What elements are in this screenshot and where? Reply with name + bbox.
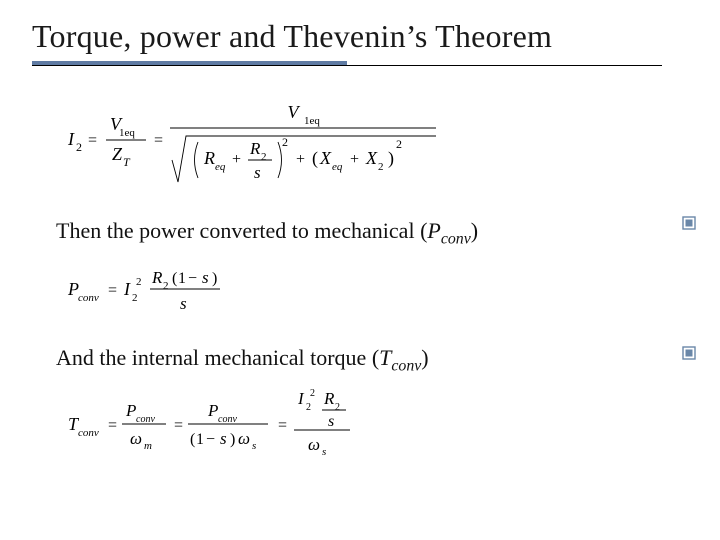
svg-text:T: T bbox=[123, 155, 131, 169]
svg-text:X: X bbox=[365, 148, 378, 168]
svg-text:2: 2 bbox=[282, 135, 288, 149]
svg-text:V: V bbox=[288, 102, 301, 122]
marker-icon bbox=[682, 346, 696, 360]
svg-text:1eq: 1eq bbox=[304, 115, 320, 127]
svg-text:s: s bbox=[180, 294, 187, 313]
svg-text:(: ( bbox=[172, 270, 177, 287]
svg-text:): ) bbox=[388, 148, 394, 169]
svg-text:conv: conv bbox=[218, 414, 237, 425]
svg-text:1: 1 bbox=[196, 431, 204, 448]
svg-text:s: s bbox=[322, 446, 326, 458]
svg-text:I: I bbox=[123, 279, 131, 299]
svg-text:=: = bbox=[278, 417, 287, 434]
svg-text:s: s bbox=[252, 440, 256, 452]
svg-text:conv: conv bbox=[78, 292, 99, 304]
svg-text:s: s bbox=[220, 429, 227, 448]
svg-text:2: 2 bbox=[136, 276, 142, 288]
svg-text:2: 2 bbox=[76, 140, 82, 154]
svg-text:2: 2 bbox=[261, 151, 267, 163]
svg-text:): ) bbox=[230, 431, 235, 448]
page-title: Torque, power and Thevenin’s Theorem bbox=[32, 18, 688, 55]
svg-text:+: + bbox=[232, 151, 241, 168]
svg-text:=: = bbox=[108, 282, 117, 299]
svg-text:eq: eq bbox=[332, 161, 343, 173]
svg-text:eq: eq bbox=[215, 161, 226, 173]
svg-text:conv: conv bbox=[78, 427, 99, 439]
svg-text:(: ( bbox=[312, 148, 318, 169]
svg-text:X: X bbox=[319, 148, 332, 168]
svg-text:P: P bbox=[125, 401, 136, 420]
svg-text:I: I bbox=[297, 389, 305, 408]
svg-text:R: R bbox=[249, 139, 261, 158]
svg-text:2: 2 bbox=[163, 280, 169, 292]
svg-text:2: 2 bbox=[132, 292, 138, 304]
svg-text:s: s bbox=[254, 163, 261, 182]
svg-text:): ) bbox=[212, 270, 217, 287]
svg-text:m: m bbox=[144, 440, 152, 452]
svg-text:R: R bbox=[323, 389, 335, 408]
svg-text:Z: Z bbox=[112, 144, 123, 164]
svg-text:P: P bbox=[207, 401, 218, 420]
equation-tconv: T conv = P conv ω m = P conv ( 1 − s ) ω bbox=[56, 376, 688, 477]
svg-text:=: = bbox=[174, 417, 183, 434]
svg-text:2: 2 bbox=[396, 137, 402, 151]
para-tconv: And the internal mechanical torque (Tcon… bbox=[56, 344, 688, 376]
svg-text:(: ( bbox=[190, 431, 195, 448]
svg-text:+: + bbox=[350, 151, 359, 168]
svg-text:s: s bbox=[328, 413, 334, 430]
svg-text:1: 1 bbox=[178, 270, 186, 287]
svg-text:=: = bbox=[154, 132, 163, 149]
svg-text:R: R bbox=[203, 148, 215, 168]
svg-text:=: = bbox=[88, 132, 97, 149]
svg-text:1eq: 1eq bbox=[119, 127, 135, 139]
svg-text:ω: ω bbox=[130, 429, 142, 448]
svg-text:ω: ω bbox=[308, 435, 320, 454]
equation-i2: I 2 = V 1eq Z T = V 1eq R bbox=[56, 80, 688, 203]
para-pconv: Then the power converted to mechanical (… bbox=[56, 217, 688, 249]
svg-text:2: 2 bbox=[306, 402, 311, 413]
svg-text:−: − bbox=[206, 431, 215, 448]
svg-text:s: s bbox=[202, 268, 209, 287]
svg-text:−: − bbox=[188, 270, 197, 287]
svg-text:2: 2 bbox=[310, 388, 315, 399]
svg-text:I: I bbox=[67, 129, 75, 149]
svg-text:R: R bbox=[151, 268, 163, 287]
svg-text:2: 2 bbox=[378, 161, 384, 173]
marker-icon bbox=[682, 216, 696, 230]
svg-text:ω: ω bbox=[238, 429, 250, 448]
svg-text:+: + bbox=[296, 151, 305, 168]
equation-pconv: P conv = I 2 2 R 2 ( 1 − s ) s bbox=[56, 249, 688, 330]
svg-text:conv: conv bbox=[136, 414, 155, 425]
svg-text:=: = bbox=[108, 417, 117, 434]
title-underline bbox=[32, 61, 347, 66]
svg-text:2: 2 bbox=[335, 402, 340, 413]
